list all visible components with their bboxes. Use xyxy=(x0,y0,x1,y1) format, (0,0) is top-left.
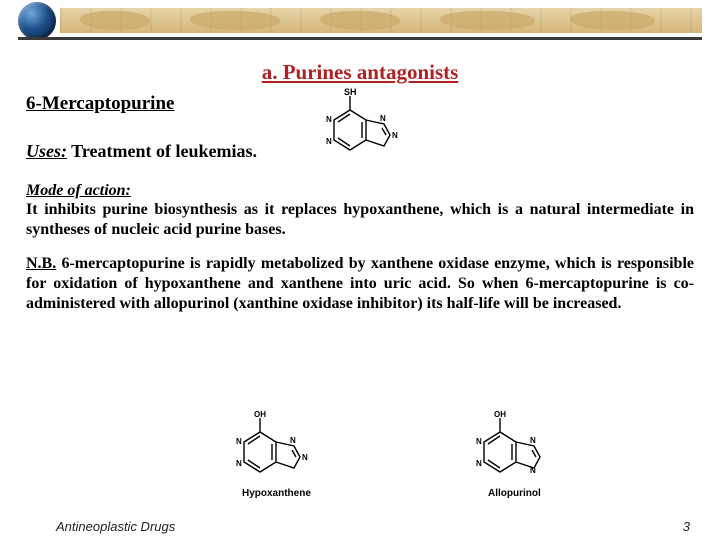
mode-text: It inhibits purine biosynthesis as it re… xyxy=(26,200,694,240)
svg-text:N: N xyxy=(236,459,242,468)
molecule-allopurinol: OH N N N N Allopurinol xyxy=(456,410,586,511)
section-title: a. Purines antagonists xyxy=(26,60,694,85)
header-band xyxy=(60,8,702,33)
svg-text:N: N xyxy=(326,115,332,124)
mp-top-label: SH xyxy=(344,87,357,97)
svg-text:OH: OH xyxy=(254,410,266,419)
globe-icon xyxy=(18,2,56,40)
svg-text:N: N xyxy=(302,453,308,462)
nb-text: 6-mercaptopurine is rapidly metabolized … xyxy=(26,255,694,312)
uses-text: Treatment of leukemias. xyxy=(67,141,257,161)
molecule-hypoxanthene: OH N N N N Hypoxanthene xyxy=(216,410,346,511)
svg-text:N: N xyxy=(236,437,242,446)
svg-text:N: N xyxy=(290,436,296,445)
molecule-row: OH N N N N Hypoxanthene OH N N N N Allop xyxy=(0,410,720,506)
nb-label: N.B. xyxy=(26,255,56,272)
svg-text:N: N xyxy=(476,459,482,468)
molecule-mercaptopurine: SH N N N N xyxy=(310,86,420,183)
svg-text:N: N xyxy=(380,114,386,123)
svg-text:OH: OH xyxy=(494,410,506,419)
svg-text:N: N xyxy=(392,131,398,140)
page-number: 3 xyxy=(683,519,690,534)
footer-left: Antineoplastic Drugs xyxy=(56,519,175,534)
slide-header xyxy=(0,0,720,42)
svg-text:N: N xyxy=(530,436,536,445)
nb-paragraph: N.B. 6-mercaptopurine is rapidly metabol… xyxy=(26,254,694,314)
svg-text:N: N xyxy=(476,437,482,446)
svg-text:N: N xyxy=(530,466,536,475)
uses-label: Uses: xyxy=(26,141,67,161)
svg-text:N: N xyxy=(326,137,332,146)
allopurinol-caption: Allopurinol xyxy=(488,488,541,499)
mode-label: Mode of action: xyxy=(26,182,694,200)
hypoxanthene-caption: Hypoxanthene xyxy=(242,488,311,499)
header-underline xyxy=(18,37,702,40)
slide-footer: Antineoplastic Drugs 3 xyxy=(0,519,720,534)
